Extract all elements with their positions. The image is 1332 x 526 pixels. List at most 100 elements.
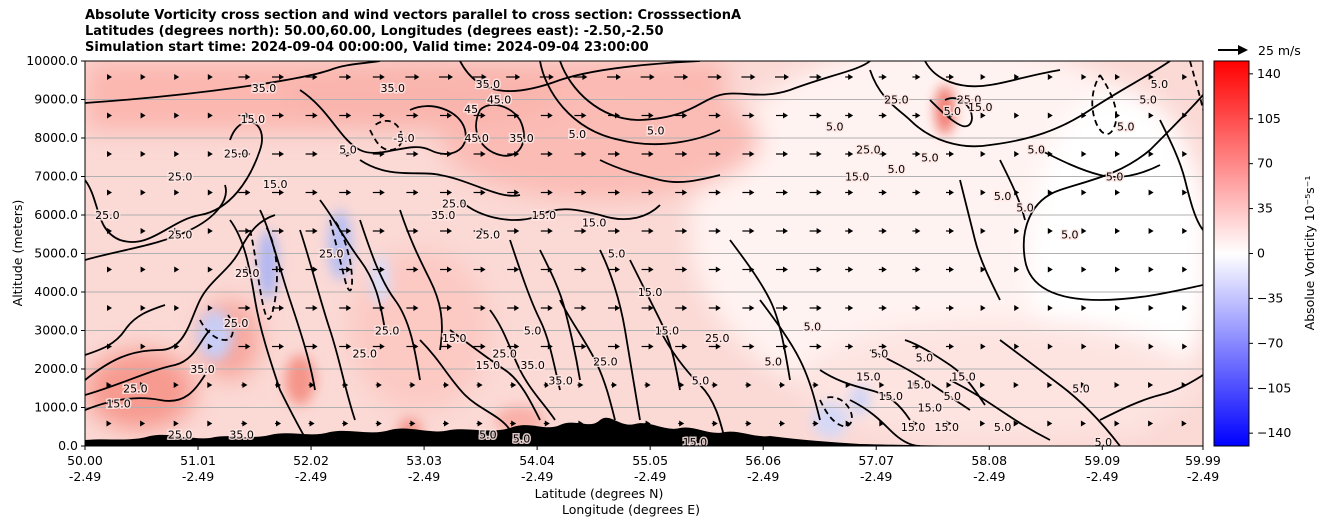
wind-vector [608, 343, 620, 350]
wind-vector [473, 151, 486, 157]
svg-text:5.0: 5.0 [804, 321, 822, 334]
wind-vector [809, 151, 822, 157]
svg-text:35.0: 35.0 [509, 132, 534, 145]
x-tick-label-lat: 55.05 [632, 453, 668, 468]
x-axis: 50.00-2.4951.01-2.4952.02-2.4953.03-2.49… [67, 446, 1221, 484]
svg-text:25.0: 25.0 [476, 228, 501, 241]
wind-vector [1047, 343, 1053, 350]
contour-label: 35.0 [547, 373, 575, 389]
wind-vector [1148, 74, 1154, 80]
terrain [85, 417, 1000, 446]
wind-vector [641, 189, 654, 196]
wind-vector [912, 305, 921, 311]
y-axis: 0.0 1000.0 2000.0 3000.0 4000.0 5000.0 6000.0 7… [26, 53, 85, 453]
contour-label: 15.0 [905, 377, 933, 393]
wind-vector [207, 189, 213, 196]
wind-vector [1014, 228, 1020, 234]
y-tick-label: 1000.0 [34, 400, 78, 415]
contour-label: 25.0 [351, 346, 379, 362]
contour-label: 15.0 [580, 215, 608, 231]
wind-vector [708, 189, 721, 196]
svg-text:5.0: 5.0 [339, 144, 357, 157]
vorticity-contours [85, 61, 1203, 446]
svg-text:35.0: 35.0 [229, 428, 254, 441]
wind-vector [574, 228, 587, 234]
colorbar-tick-label: −70 [1257, 335, 1283, 350]
wind-vector [409, 420, 416, 427]
wind-vector [912, 228, 921, 234]
svg-text:25.0: 25.0 [95, 209, 120, 222]
svg-text:5.0: 5.0 [1139, 94, 1157, 107]
wind-vector [405, 74, 420, 80]
svg-text:25.0: 25.0 [235, 267, 260, 280]
wind-vector [1047, 305, 1053, 311]
svg-text:15.0: 15.0 [845, 171, 870, 184]
svg-text:25.0: 25.0 [593, 355, 618, 368]
wind-vector [305, 228, 318, 234]
wind-vector [1081, 305, 1087, 311]
wind-vector [912, 382, 918, 388]
wind-vector [946, 382, 952, 388]
wind-vector [543, 382, 550, 388]
wind-vector [238, 189, 251, 196]
wind-vector [878, 189, 887, 196]
svg-text:15.0: 15.0 [106, 398, 131, 411]
wind-vector [272, 228, 284, 234]
wind-vector [708, 266, 721, 273]
wind-vector [675, 151, 688, 157]
wind-vector [339, 343, 352, 350]
wind-vector [980, 112, 986, 119]
wind-vector [372, 343, 385, 350]
wind-vector [641, 112, 654, 119]
x-axis-label-latitude: Latitude (degrees N) [535, 486, 664, 501]
contour-label: 25.0 [166, 169, 194, 185]
wind-vector [745, 382, 752, 388]
wind-vector [507, 228, 520, 234]
contour-label: 25.0 [222, 146, 250, 162]
contour-label: 25.0 [592, 354, 620, 370]
contour-label: 5.0 [886, 161, 907, 177]
wind-vector [776, 151, 788, 157]
svg-text:15.0: 15.0 [241, 113, 266, 126]
wind-vector [879, 382, 885, 388]
wind-vector [577, 382, 584, 388]
svg-text:5.0: 5.0 [1117, 120, 1135, 133]
wind-vector [207, 151, 213, 157]
x-tick-label-lat: 54.04 [519, 453, 555, 468]
wind-vector [946, 228, 954, 234]
wind-vector [1081, 266, 1087, 273]
wind-vector [443, 420, 449, 427]
wind-vector [809, 112, 822, 119]
wind-vector [107, 189, 112, 196]
x-axis-label-longitude: Longitude (degrees E) [562, 502, 700, 517]
wind-vector [845, 305, 854, 311]
wind-vector [776, 112, 788, 119]
x-tick-label-lat: 59.99 [1185, 453, 1221, 468]
wind-vector [809, 266, 822, 273]
wind-vector [440, 189, 452, 196]
wind-vector [305, 189, 318, 196]
wind-vector [305, 151, 318, 157]
wind-vector [611, 382, 617, 388]
y-tick-label: 3000.0 [34, 323, 78, 338]
contour-label: 5.0 [690, 373, 711, 389]
wind-vector [238, 112, 251, 119]
svg-text:25.0: 25.0 [353, 348, 378, 361]
wind-vector [372, 189, 385, 196]
wind-vector [675, 305, 688, 311]
svg-text:-5.0: -5.0 [393, 132, 414, 145]
wind-vector [473, 228, 486, 234]
contour-label: 5.0 [942, 388, 963, 404]
wind-vector [1115, 228, 1120, 234]
y-tick-label: 2000.0 [34, 361, 78, 376]
wind-vector [440, 228, 452, 234]
wind-vector [1181, 420, 1187, 427]
contour-label: 15.0 [653, 323, 681, 339]
wind-vector [980, 266, 986, 273]
wind-vector [305, 112, 318, 119]
wind-vector [238, 343, 251, 350]
wind-vector [845, 228, 854, 234]
wind-vector [107, 266, 112, 273]
svg-text:5.0: 5.0 [647, 124, 665, 137]
